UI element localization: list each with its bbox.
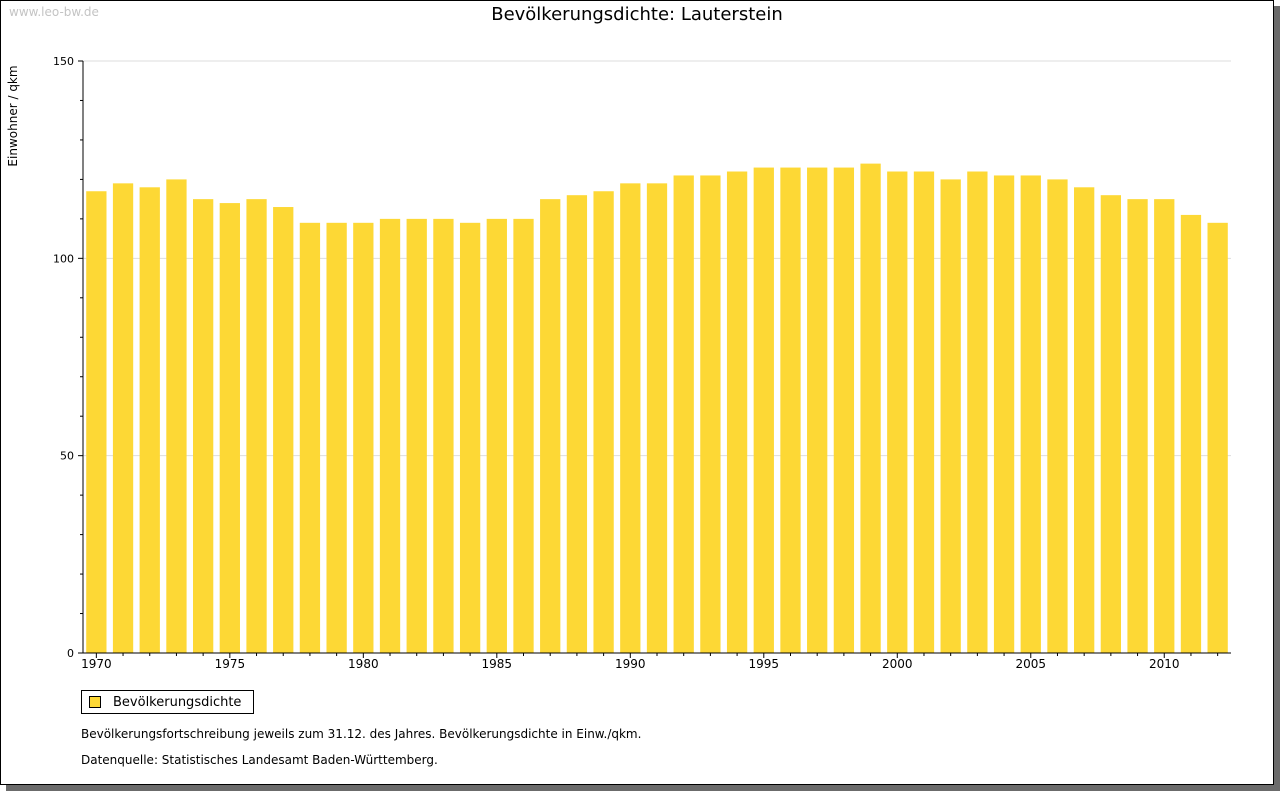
bar-2004 xyxy=(993,175,1015,653)
bar-1979 xyxy=(326,222,347,653)
bar-1990 xyxy=(620,183,641,653)
bar-1991 xyxy=(646,183,668,653)
y-tick-label: 0 xyxy=(67,647,74,660)
bar-2001 xyxy=(913,171,935,654)
bar-1981 xyxy=(379,218,401,653)
bar-2008 xyxy=(1100,195,1122,654)
bar-1999 xyxy=(860,163,881,653)
bar-1994 xyxy=(726,171,748,654)
bar-1980 xyxy=(353,222,374,653)
bar-2000 xyxy=(887,171,908,654)
y-axis-label: Einwohner / qkm xyxy=(6,65,20,166)
bar-1985 xyxy=(486,218,507,653)
bar-2010 xyxy=(1154,199,1175,653)
y-tick-label: 100 xyxy=(53,252,74,265)
bar-1988 xyxy=(566,195,588,654)
bar-1972 xyxy=(139,187,160,653)
bar-1995 xyxy=(753,167,774,653)
x-tick-label: 1975 xyxy=(215,657,246,671)
legend: Bevölkerungsdichte xyxy=(81,690,255,714)
x-tick-label: 1990 xyxy=(615,657,646,671)
x-tick-label: 1970 xyxy=(81,657,112,671)
bar-1997 xyxy=(807,167,828,653)
bar-1978 xyxy=(299,222,321,653)
bar-1975 xyxy=(219,203,240,653)
y-tick-label: 50 xyxy=(60,450,74,463)
y-tick-label: 150 xyxy=(53,55,74,68)
bar-2006 xyxy=(1047,179,1068,653)
bar-2011 xyxy=(1180,214,1202,654)
bar-1987 xyxy=(540,199,561,653)
x-tick-label: 1995 xyxy=(749,657,780,671)
x-tick-label: 2005 xyxy=(1015,657,1046,671)
bar-1983 xyxy=(433,218,454,653)
bar-1986 xyxy=(513,218,534,653)
bar-2005 xyxy=(1020,175,1041,653)
bar-1996 xyxy=(780,167,801,653)
bar-1989 xyxy=(593,191,614,654)
bar-2003 xyxy=(967,171,988,654)
bar-1970 xyxy=(86,191,107,654)
legend-swatch xyxy=(89,696,101,708)
bar-1976 xyxy=(246,199,267,653)
bar-1971 xyxy=(112,183,134,653)
bar-1998 xyxy=(833,167,855,653)
watermark: www.leo-bw.de xyxy=(9,5,99,19)
bar-2007 xyxy=(1074,187,1095,653)
x-tick-label: 2010 xyxy=(1149,657,1180,671)
bar-1974 xyxy=(192,199,214,653)
bar-2002 xyxy=(940,179,961,653)
chart-title: Bevölkerungsdichte: Lauterstein xyxy=(491,4,783,25)
bar-1982 xyxy=(406,218,427,653)
bar-1977 xyxy=(273,207,294,653)
footnote-source: Datenquelle: Statistisches Landesamt Bad… xyxy=(81,753,438,767)
bar-2012 xyxy=(1207,222,1228,653)
x-tick-label: 1980 xyxy=(348,657,379,671)
bar-1993 xyxy=(700,175,721,653)
x-tick-label: 2000 xyxy=(882,657,913,671)
footnote-description: Bevölkerungsfortschreibung jeweils zum 3… xyxy=(81,727,642,741)
bar-2009 xyxy=(1127,199,1148,653)
bar-1992 xyxy=(673,175,694,653)
x-tick-label: 1985 xyxy=(482,657,513,671)
bar-1973 xyxy=(166,179,187,653)
legend-label: Bevölkerungsdichte xyxy=(113,694,242,710)
bar-1984 xyxy=(459,222,481,653)
